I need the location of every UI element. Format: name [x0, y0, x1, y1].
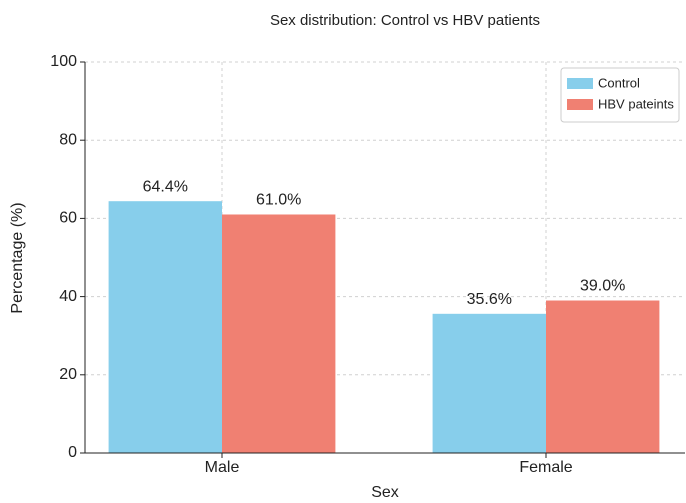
x-tick-label: Female: [519, 459, 572, 476]
legend-swatch: [567, 78, 593, 89]
legend-label: HBV pateints: [598, 96, 674, 111]
bar: [432, 313, 546, 453]
y-tick-label: 0: [68, 444, 77, 461]
legend: Control HBV pateints: [560, 67, 680, 123]
y-tick-label: 20: [59, 366, 77, 383]
x-tick-label: Male: [205, 459, 240, 476]
y-axis-label: Percentage (%): [9, 202, 26, 313]
value-label: 64.4%: [143, 178, 188, 195]
value-label: 35.6%: [467, 291, 512, 308]
y-tick-label: 40: [59, 288, 77, 305]
legend-label: Control: [598, 75, 640, 90]
y-tick-label: 60: [59, 210, 77, 227]
bar: [108, 201, 222, 453]
value-label: 39.0%: [580, 278, 625, 295]
value-label: 61.0%: [256, 192, 301, 209]
bar: [546, 300, 660, 453]
y-tick-label: 80: [59, 131, 77, 148]
bar: [222, 214, 336, 453]
y-tick-label: 100: [50, 53, 77, 70]
chart-title: Sex distribution: Control vs HBV patient…: [270, 12, 540, 29]
x-axis-label: Sex: [371, 484, 399, 501]
legend-swatch: [567, 99, 593, 110]
